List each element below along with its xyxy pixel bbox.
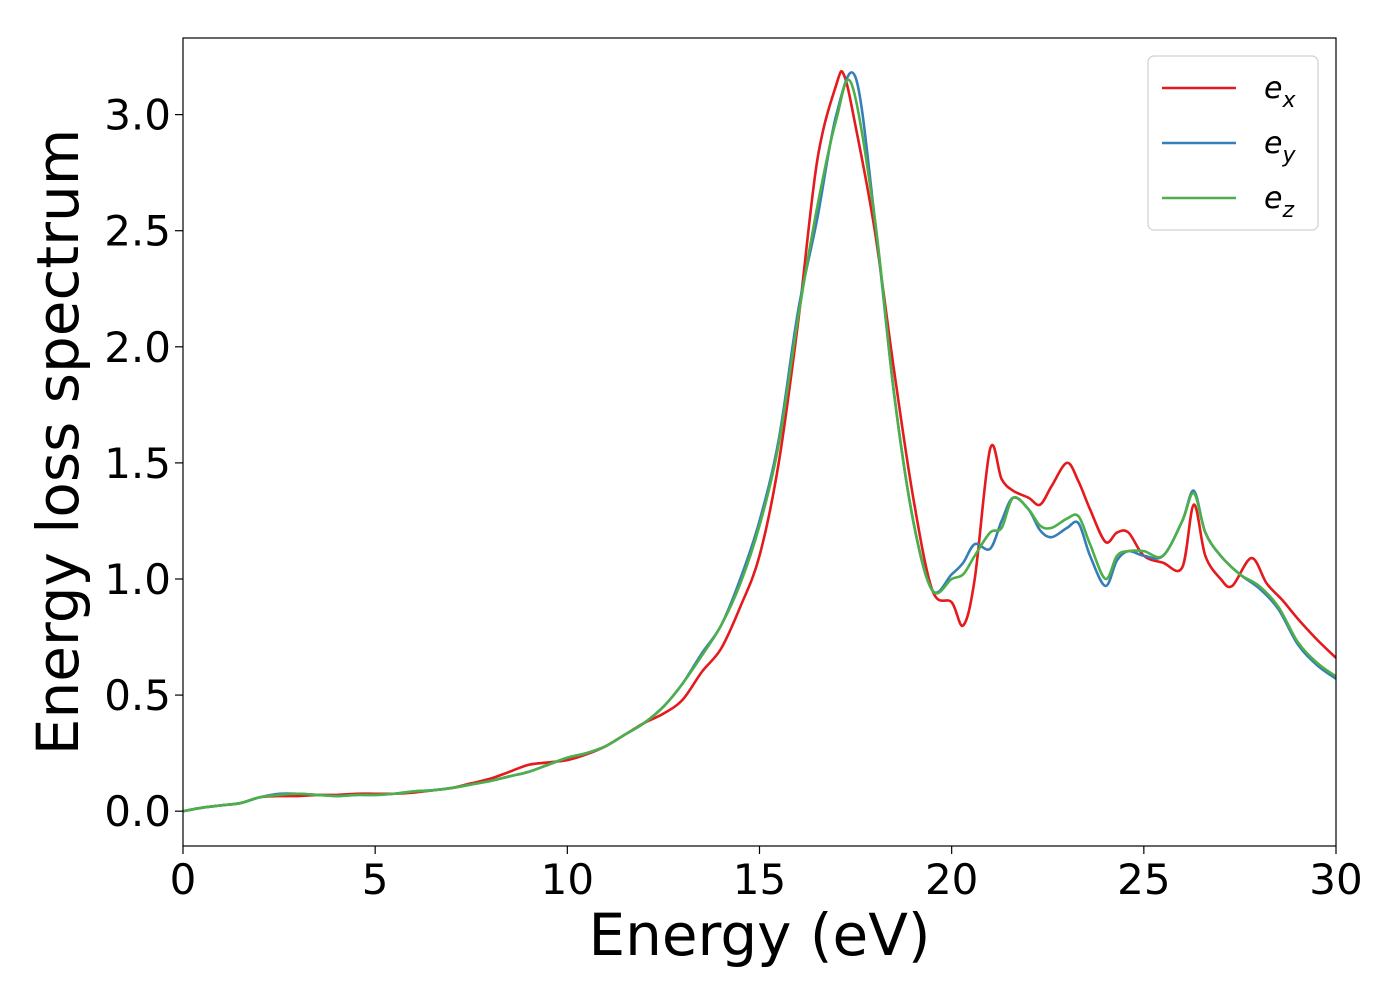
y-axis-label: Energy loss spectrum [24,129,92,755]
series-line-e-z [183,78,1336,813]
x-tick-label: 25 [1117,855,1170,904]
legend-label: ez [1264,181,1294,223]
y-tick-label: 0.0 [104,787,171,836]
x-axis-label: Energy (eV) [588,901,930,969]
y-tick-label: 2.0 [104,323,171,372]
y-tick-label: 1.5 [104,439,171,488]
y-tick-label: 1.0 [104,555,171,604]
series-layer [183,69,1336,813]
y-tick-label: 3.0 [104,91,171,140]
legend-label: ey [1264,126,1296,168]
y-tick-label: 2.5 [104,207,171,256]
legend: ex ey ez [1147,55,1319,231]
x-tick-label: 15 [733,855,786,904]
x-tick-label: 20 [925,855,978,904]
y-tick-label: 0.5 [104,671,171,720]
x-tick-label: 10 [541,855,594,904]
x-tick-label: 30 [1309,855,1362,904]
axis-ticks: 0 5 10 15 20 25 30 0.0 0.5 1.0 1.5 2.0 2.5 3.0 [104,91,1363,904]
x-tick-label: 5 [362,855,389,904]
x-tick-label: 0 [170,855,197,904]
legend-label: ex [1264,71,1296,113]
